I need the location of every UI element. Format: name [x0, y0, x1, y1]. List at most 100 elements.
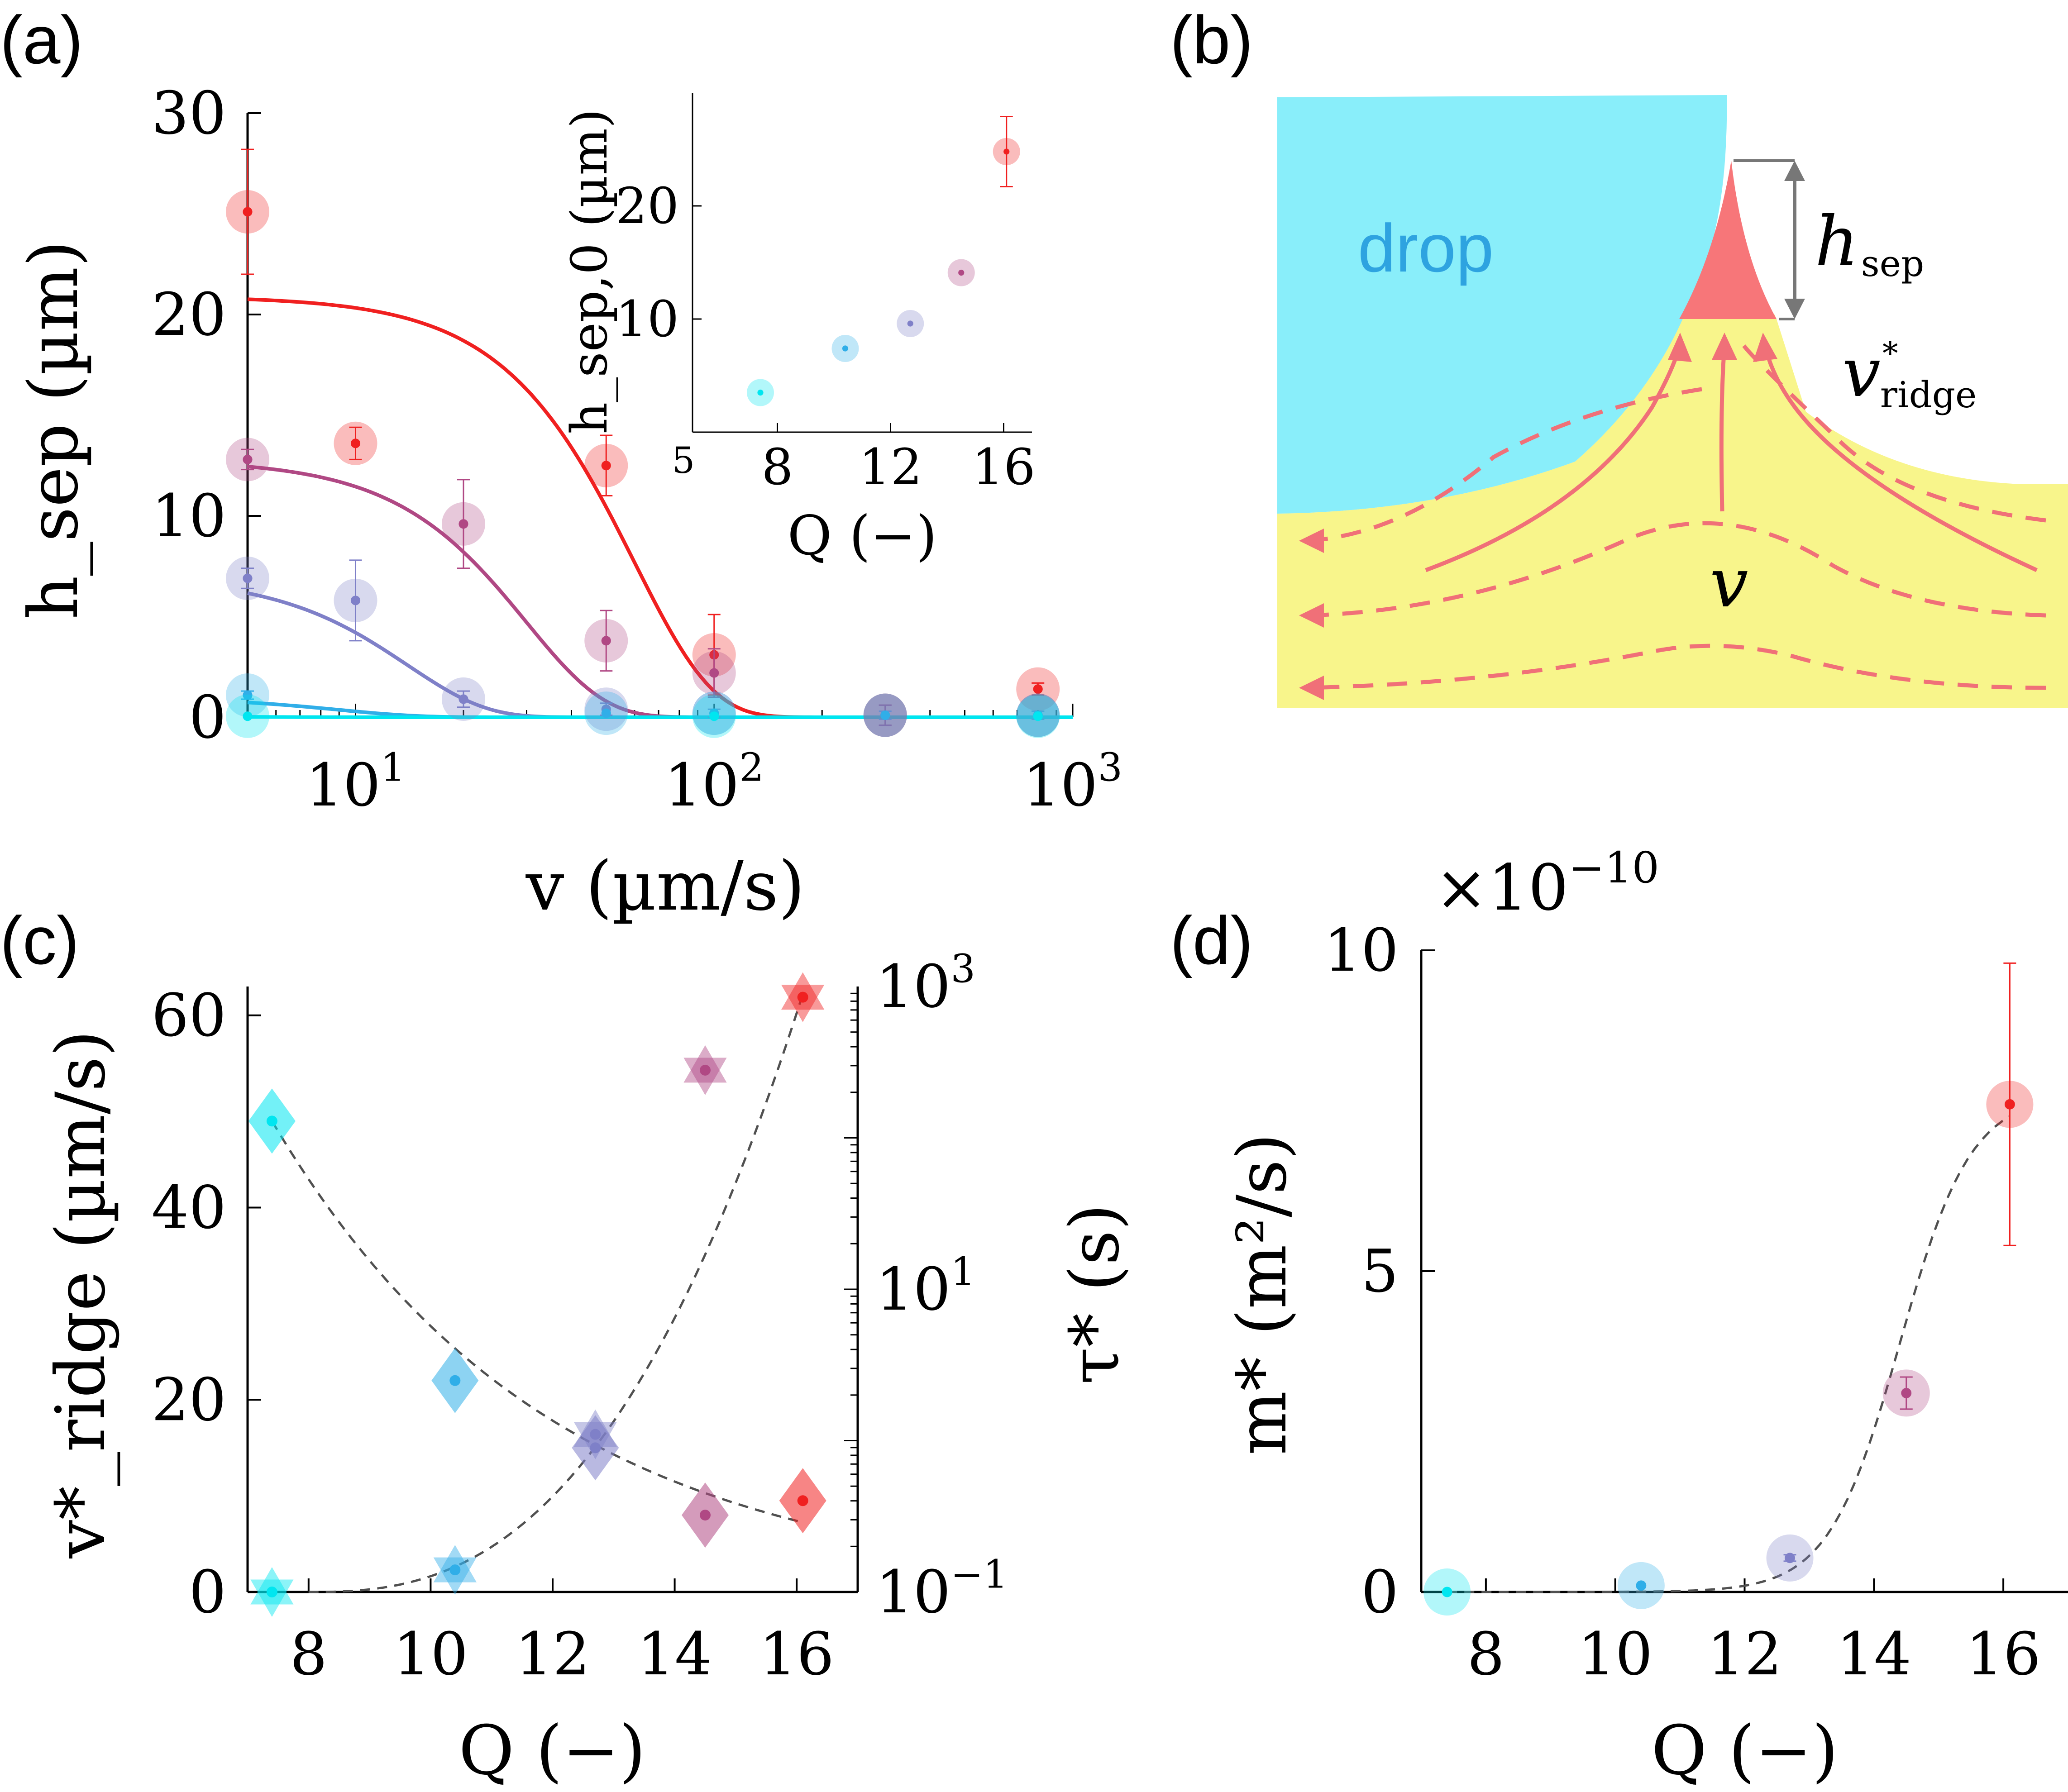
arrow-head-icon	[1299, 603, 1324, 628]
d-ticks: 0 5 10 8 10 12 14 16	[1324, 916, 2041, 1688]
tau-star-down	[683, 1058, 727, 1095]
x-tick-label: 8	[762, 438, 793, 496]
solid-streamline	[1425, 346, 1681, 572]
panel-a-main: 0 10 20 30 101 102 103 v (µm/s) h_sep (µm)	[14, 79, 1122, 926]
dashed-streamline	[1741, 343, 2046, 523]
data-point	[907, 320, 913, 327]
d-y-label: m* (m²/s)	[1223, 1133, 1302, 1455]
inset-x-label: Q (−)	[788, 505, 937, 567]
x-tick-label: 16	[759, 1620, 834, 1688]
x-tick-label: 5	[672, 439, 695, 481]
y-tick-label: 5	[1361, 1237, 1399, 1306]
panel-label-b: (b)	[1170, 2, 1253, 78]
x-tick-label: 12	[859, 438, 922, 496]
data-point	[243, 573, 253, 583]
panel-c: 0 20 40 60 8 10 12 14 16 10−1 101 103 Q (−) v*_ridg…	[42, 946, 1134, 1790]
ridge-speed-point	[449, 1375, 461, 1386]
c-x-label: Q (−)	[458, 1711, 645, 1790]
solid-streamline	[1719, 346, 1727, 512]
x-tick-label: 14	[637, 1620, 712, 1688]
data-point	[1442, 1587, 1452, 1597]
data-point	[458, 694, 468, 704]
ridge-speed-fit	[271, 1120, 803, 1524]
tau-point	[797, 991, 808, 1003]
data-point	[880, 710, 890, 720]
fit-curve	[247, 297, 1073, 719]
c-y2-label: τ* (s)	[1055, 1204, 1134, 1385]
arrow-head-icon	[1784, 299, 1805, 319]
data-point	[958, 269, 965, 276]
inset-ticks: 10 20 5 8 12 16	[616, 177, 1035, 496]
ridge-speed-point	[266, 1115, 277, 1127]
y2-tick-label: 10−1	[876, 1552, 1008, 1626]
c-data-marks	[248, 972, 826, 1617]
data-point	[1033, 684, 1043, 694]
data-point	[243, 690, 253, 700]
data-point	[350, 596, 361, 605]
tau-star-up	[781, 972, 825, 1010]
mobility-fit	[1447, 1115, 2011, 1593]
wetting-ridge	[1679, 161, 1777, 319]
tau-point	[590, 1429, 601, 1440]
ridge-speed-point	[700, 1510, 711, 1521]
data-point	[601, 461, 611, 471]
x-tick-label: 12	[515, 1620, 590, 1688]
data-point	[709, 668, 719, 678]
tau-star-up	[683, 1045, 727, 1083]
data-point	[601, 708, 611, 718]
arrow-head-icon	[1712, 333, 1737, 360]
tau-point	[700, 1064, 711, 1076]
data-point	[842, 345, 849, 352]
y-tick-label: 0	[189, 1558, 226, 1626]
h-sep-label: hsep	[1815, 202, 1924, 285]
arrow-head-icon	[1784, 161, 1805, 181]
data-point	[709, 711, 719, 721]
y-tick-label: 60	[152, 981, 226, 1050]
data-point	[243, 711, 253, 721]
tau-star-down	[433, 1557, 477, 1595]
a-ticks: 0 10 20 30 101 102 103	[152, 79, 1122, 820]
c-y-label: v*_ridge (µm/s)	[42, 1030, 120, 1558]
panel-label-c: (c)	[0, 902, 79, 978]
panel-label-a: (a)	[0, 2, 83, 78]
tau-star-up	[573, 1409, 617, 1447]
arrow-head-icon	[1668, 333, 1692, 362]
y-tick-label: 10	[616, 290, 679, 348]
dashed-streamline	[1308, 521, 2046, 618]
y-tick-label: 20	[616, 177, 679, 235]
d-multiplier: ×10−10	[1435, 843, 1659, 925]
tau-point	[266, 1587, 277, 1597]
a-data-points	[226, 148, 1060, 738]
y-tick-label: 20	[152, 1365, 226, 1434]
v-label: v	[1710, 544, 1748, 623]
data-point	[2004, 1099, 2015, 1110]
tau-point	[449, 1564, 461, 1576]
data-point	[350, 438, 361, 448]
x-tick-label: 101	[306, 745, 405, 820]
data-point	[1033, 711, 1043, 721]
data-point	[1636, 1580, 1647, 1591]
data-point	[1003, 148, 1010, 155]
data-point	[458, 519, 468, 529]
x-tick-label: 8	[290, 1620, 327, 1688]
c-ticks: 0 20 40 60 8 10 12 14 16 10−1 101 103	[152, 946, 1008, 1688]
inset-y-label: h_sep,0 (µm)	[560, 109, 618, 434]
y2-tick-label: 103	[876, 946, 975, 1021]
x-tick-label: 10	[393, 1620, 468, 1688]
y-tick-label: 0	[1361, 1558, 1399, 1626]
data-point	[243, 454, 253, 464]
arrow-head-icon	[1753, 333, 1777, 362]
data-point	[601, 636, 611, 646]
arrow-head-icon	[1299, 676, 1324, 700]
x-tick-label: 12	[1707, 1620, 1782, 1688]
y2-tick-label: 101	[876, 1249, 975, 1324]
data-point	[757, 389, 764, 396]
data-point	[1785, 1553, 1795, 1563]
arrow-head-icon	[1299, 529, 1324, 553]
tau-star-down	[573, 1422, 617, 1459]
d-data-marks	[1423, 962, 2034, 1616]
panel-a-inset: 10 20 5 8 12 16 Q (−) h_sep,0 (µm)	[560, 93, 1035, 567]
tau-star-up	[433, 1545, 477, 1582]
y-tick-label: 0	[189, 683, 226, 752]
